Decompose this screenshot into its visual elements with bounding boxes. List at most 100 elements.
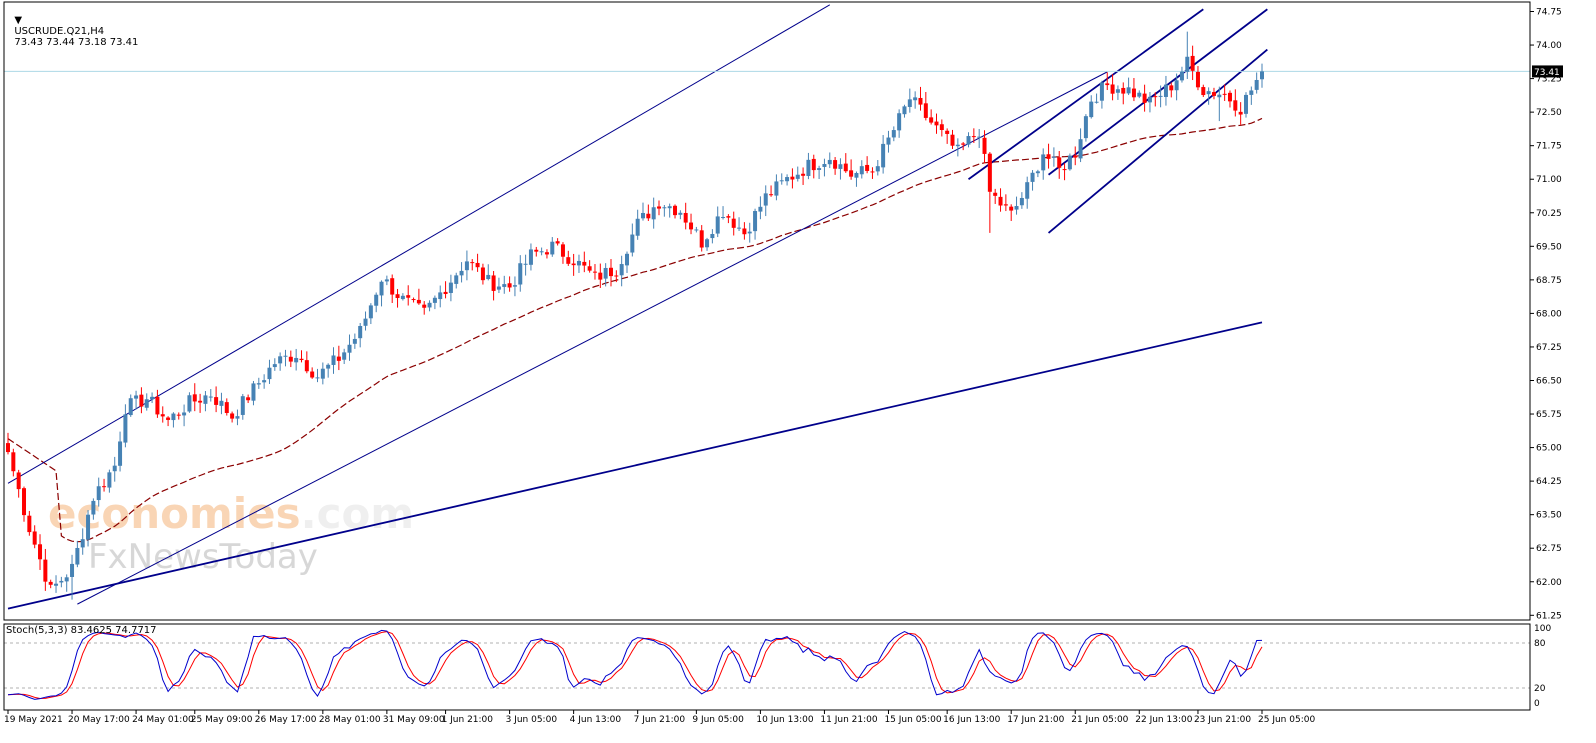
- candle-body: [1035, 171, 1040, 174]
- candle: [112, 456, 117, 482]
- candle-body: [118, 441, 123, 466]
- candle: [774, 174, 779, 201]
- candle-body: [683, 212, 688, 223]
- candle-body: [854, 173, 859, 178]
- candle: [592, 264, 597, 280]
- candle-body: [464, 261, 469, 271]
- stoch-signal-line: [7, 631, 1263, 700]
- candle: [705, 237, 710, 251]
- x-tick-label: 21 Jun 05:00: [1071, 715, 1128, 725]
- candle-body: [592, 271, 597, 273]
- candle-body: [230, 413, 235, 419]
- candle: [817, 165, 822, 180]
- y-tick-label: 74.00: [1536, 41, 1562, 51]
- candle: [107, 469, 112, 493]
- candle: [886, 130, 891, 153]
- candle-body: [352, 338, 357, 344]
- candle: [865, 156, 870, 174]
- candle: [1163, 75, 1168, 106]
- candle: [198, 393, 203, 413]
- candle: [987, 152, 992, 233]
- candle-body: [598, 272, 603, 280]
- candle-body: [475, 262, 480, 268]
- candle-body: [304, 360, 309, 372]
- candle-body: [678, 212, 683, 215]
- candle: [1147, 92, 1152, 113]
- candle-body: [966, 136, 971, 145]
- candle-body: [70, 563, 75, 577]
- candle: [1211, 87, 1216, 100]
- candle-body: [102, 486, 107, 488]
- y-tick-label: 74.75: [1536, 8, 1562, 18]
- candle: [699, 225, 704, 252]
- candle-body: [806, 159, 811, 176]
- candle-body: [779, 180, 784, 182]
- candle: [395, 288, 400, 308]
- candle: [267, 359, 272, 384]
- candle-body: [1003, 204, 1008, 206]
- candle: [304, 351, 309, 374]
- x-tick-label: 17 Jun 21:00: [1007, 715, 1064, 725]
- candle-body: [811, 158, 816, 171]
- candle-body: [662, 207, 667, 209]
- candle-body: [1121, 87, 1126, 94]
- candle: [27, 510, 32, 536]
- candle: [827, 152, 832, 169]
- candle: [502, 275, 507, 294]
- candle-body: [891, 130, 896, 138]
- candle: [1115, 85, 1120, 100]
- stochastic-plot-area: [4, 629, 1530, 700]
- candle: [1019, 192, 1024, 209]
- candle: [507, 276, 512, 292]
- last-price-tag: [1532, 65, 1563, 78]
- symbol-header: ▼ USCRUDE.Q21,H4 73.43 73.44 73.18 73.41: [8, 4, 138, 48]
- candle: [902, 104, 907, 118]
- candle-body: [646, 213, 651, 219]
- candle: [651, 197, 656, 229]
- candle: [742, 222, 747, 240]
- candle-body: [1153, 96, 1158, 98]
- candle-body: [134, 395, 139, 399]
- candle: [582, 251, 587, 273]
- y-tick-label: 64.25: [1536, 477, 1562, 487]
- candle: [555, 238, 560, 246]
- candle: [1014, 196, 1019, 215]
- candle-body: [203, 395, 208, 404]
- candle: [598, 263, 603, 288]
- candle: [715, 206, 720, 238]
- candle-body: [1014, 206, 1019, 210]
- candle-body: [496, 286, 501, 290]
- candle-body: [96, 486, 101, 501]
- candle: [806, 152, 811, 180]
- candle: [939, 119, 944, 137]
- candle: [657, 200, 662, 216]
- y-tick-label: 72.50: [1536, 108, 1562, 118]
- price-plot-area: [4, 4, 1530, 610]
- x-tick-label: 1 Jun 21:00: [442, 715, 494, 725]
- x-tick-label: 16 Jun 13:00: [943, 715, 1000, 725]
- candle: [934, 113, 939, 134]
- candle-body: [624, 253, 629, 266]
- candle-body: [1211, 92, 1216, 96]
- candle: [518, 255, 523, 292]
- candle-body: [171, 413, 176, 421]
- candle-body: [64, 577, 69, 582]
- candle-body: [817, 168, 822, 171]
- candle: [70, 554, 75, 600]
- candle: [1067, 153, 1072, 171]
- candle-body: [368, 305, 373, 319]
- candle-body: [139, 394, 144, 407]
- candle-body: [411, 299, 416, 301]
- candle-body: [219, 400, 224, 406]
- candle-body: [406, 295, 411, 298]
- candle-body: [961, 143, 966, 145]
- candle-body: [859, 166, 864, 175]
- x-tick-label: 31 May 09:00: [383, 715, 445, 725]
- candle-body: [187, 395, 192, 412]
- dropdown-triangle-icon[interactable]: ▼: [14, 15, 23, 26]
- candle-body: [875, 166, 880, 172]
- price-frame: [3, 1, 1531, 621]
- candle: [438, 285, 443, 308]
- candle-body: [1249, 90, 1254, 95]
- candle: [278, 352, 283, 371]
